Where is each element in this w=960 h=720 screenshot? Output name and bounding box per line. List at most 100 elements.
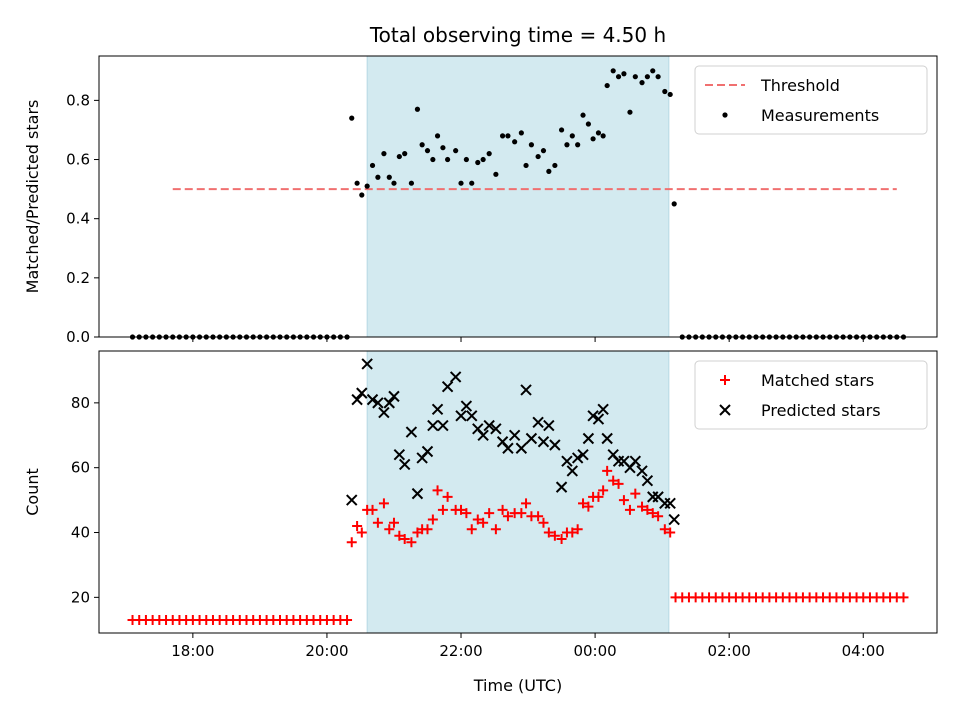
data-point — [432, 485, 443, 496]
x-tick-label: 02:00 — [708, 642, 751, 660]
data-point — [497, 504, 508, 515]
data-point — [411, 487, 424, 500]
data-point — [366, 393, 379, 406]
data-point — [665, 527, 676, 538]
data-point — [650, 68, 656, 74]
data-point — [575, 142, 581, 148]
data-point — [659, 524, 670, 535]
data-point — [388, 517, 399, 528]
observing-window-span — [367, 351, 669, 633]
data-point — [478, 517, 489, 528]
data-point — [641, 474, 654, 487]
data-point — [406, 537, 417, 548]
data-point — [441, 380, 454, 393]
data-point — [483, 419, 495, 432]
data-point — [516, 508, 527, 519]
data-point — [585, 121, 591, 127]
legend-label: Predicted stars — [761, 401, 881, 420]
data-point — [515, 442, 528, 454]
data-point — [346, 494, 358, 506]
axes-frame — [98, 55, 938, 338]
data-point — [414, 106, 421, 112]
observing-window-span — [367, 56, 669, 337]
data-point — [528, 142, 535, 148]
data-point — [399, 534, 410, 544]
data-point — [356, 387, 368, 399]
data-point — [434, 133, 441, 139]
data-point — [484, 508, 495, 519]
legend-box — [694, 65, 928, 135]
data-point — [460, 400, 473, 412]
data-point — [477, 429, 489, 441]
data-point — [388, 390, 400, 403]
data-point — [647, 508, 658, 519]
data-point — [590, 136, 596, 142]
data-point — [431, 403, 444, 416]
data-point — [667, 91, 673, 98]
data-point — [346, 537, 357, 548]
data-point — [632, 74, 638, 80]
data-point — [453, 148, 459, 154]
x-tick-label: 04:00 — [842, 642, 885, 660]
data-point — [561, 455, 573, 467]
data-point — [375, 174, 381, 180]
data-point — [349, 115, 355, 121]
count-panel: 20 40 60 80 18:00 20:00 22:00 00:00 02:00 04:00 Co… — [23, 350, 938, 695]
data-point — [582, 432, 595, 445]
data-point — [592, 413, 605, 425]
data-point — [461, 508, 472, 519]
data-point — [359, 192, 365, 198]
data-point — [466, 524, 477, 535]
data-point — [540, 148, 547, 154]
data-point — [556, 534, 567, 544]
data-point — [653, 511, 664, 522]
y-tick-label: 80 — [71, 394, 90, 412]
chart-title: Total observing time = 4.50 h — [369, 23, 666, 47]
data-point — [430, 156, 436, 163]
data-point — [564, 142, 570, 148]
data-point — [508, 429, 521, 441]
data-point — [521, 498, 532, 509]
data-point — [354, 180, 360, 186]
legend-swatch — [720, 375, 730, 385]
data-point — [427, 514, 438, 525]
y-tick-label: 20 — [71, 588, 90, 606]
y-axis-label: Count — [23, 468, 42, 516]
data-point — [602, 465, 613, 476]
data-point — [546, 168, 552, 174]
data-point — [644, 74, 650, 80]
data-point — [608, 475, 619, 486]
data-point — [372, 397, 384, 409]
data-point — [502, 442, 514, 454]
data-point — [518, 130, 524, 136]
data-point — [533, 511, 544, 522]
data-point — [480, 156, 486, 163]
data-point — [445, 156, 451, 163]
data-point — [490, 524, 501, 535]
data-point — [367, 504, 378, 515]
data-point — [364, 183, 370, 189]
data-point — [472, 514, 483, 525]
series-matched-stars — [127, 465, 909, 626]
data-point — [383, 397, 395, 409]
data-point — [597, 403, 609, 416]
data-point — [549, 439, 561, 451]
data-point — [419, 142, 425, 148]
data-point — [662, 88, 668, 95]
data-point — [352, 521, 363, 532]
data-point — [384, 524, 395, 535]
data-point — [351, 393, 363, 406]
data-point — [610, 68, 616, 74]
data-point — [342, 615, 353, 626]
data-point — [396, 153, 402, 160]
y-tick-label: 0.8 — [66, 91, 90, 109]
y-tick-label: 0.4 — [66, 210, 90, 228]
data-point — [378, 498, 389, 509]
data-point — [637, 501, 648, 512]
data-point — [440, 145, 446, 151]
data-point — [537, 436, 550, 448]
data-point — [604, 82, 610, 89]
x-axis-label: Time (UTC) — [473, 676, 562, 695]
data-point — [437, 504, 448, 515]
